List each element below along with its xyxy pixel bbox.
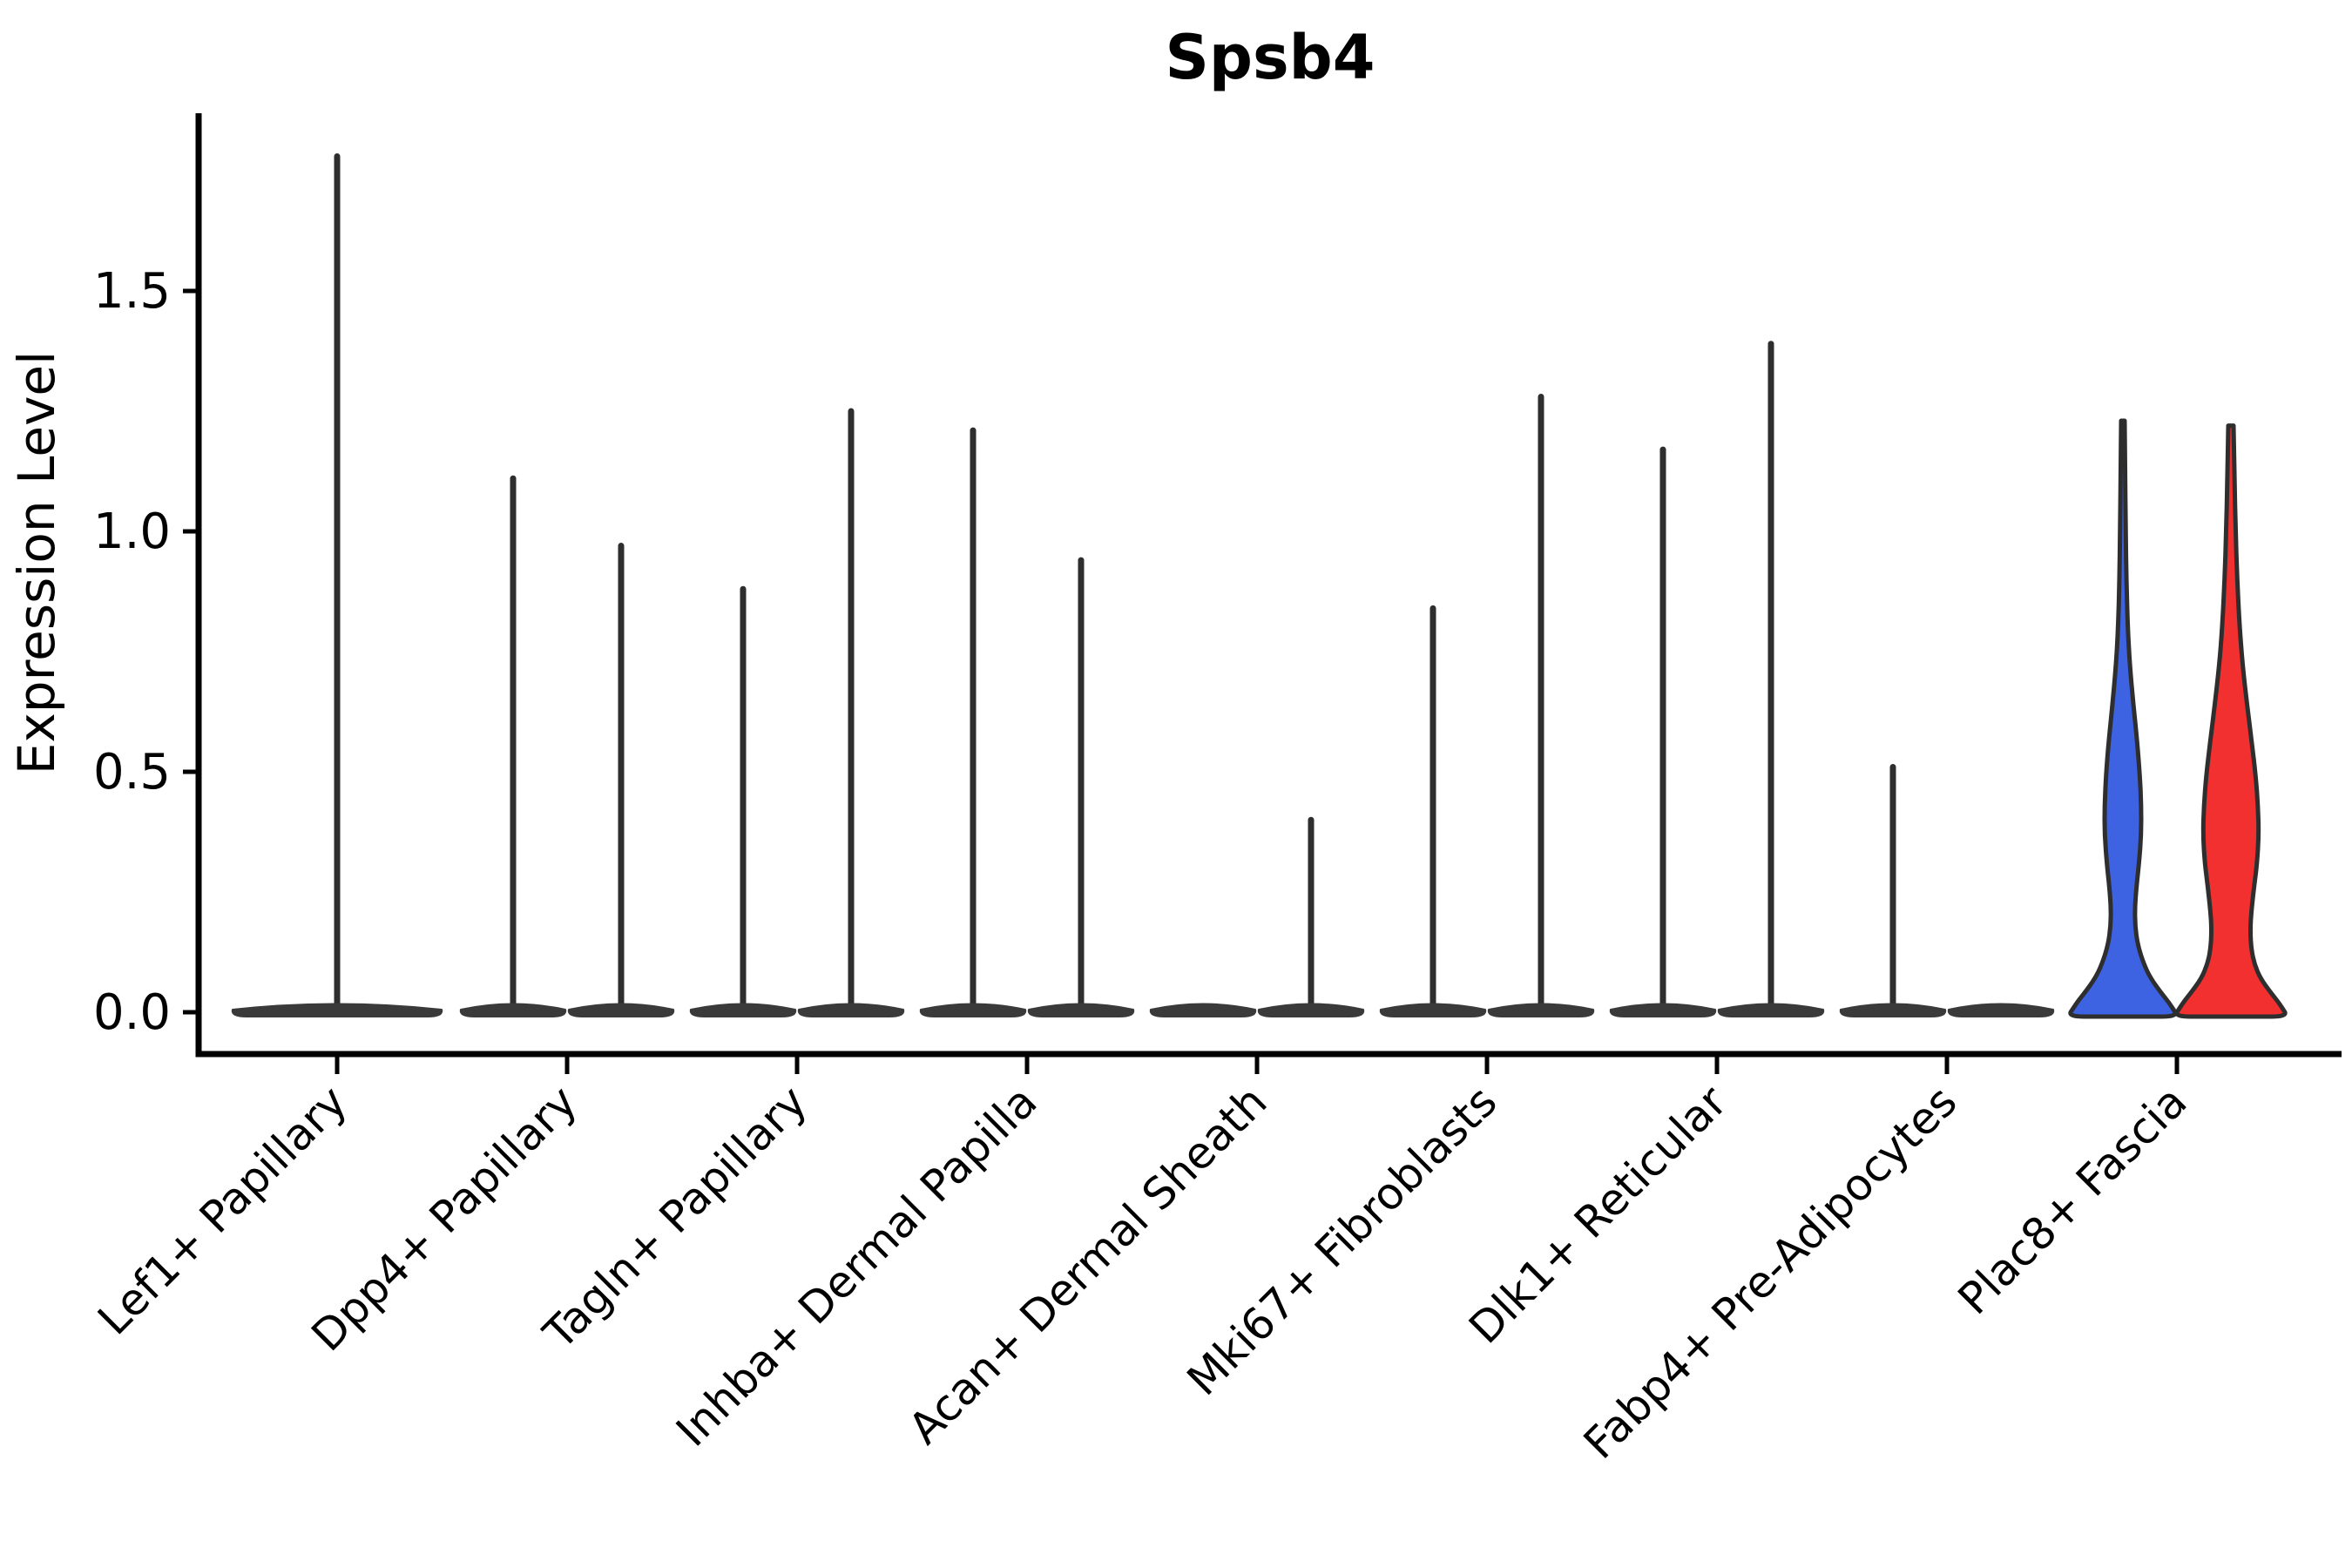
violin-base bbox=[689, 1003, 797, 1017]
violin-base bbox=[1257, 1003, 1365, 1017]
violin-layer bbox=[231, 152, 2288, 1019]
y-tick-label: 0.0 bbox=[93, 984, 171, 1041]
y-tick-label: 0.5 bbox=[93, 744, 171, 801]
x-tick-label: Fabp4+ Pre-Adipocytes bbox=[1574, 1076, 1967, 1469]
violin-base bbox=[1717, 1003, 1825, 1017]
violin-base bbox=[1609, 1003, 1717, 1017]
violin-base bbox=[1947, 1003, 2055, 1017]
y-axis-label: Expression Level bbox=[7, 351, 66, 774]
y-tick-label: 1.5 bbox=[93, 263, 171, 320]
violin-base bbox=[231, 1003, 443, 1017]
x-tick-label: Lef1+ Papillary bbox=[88, 1076, 356, 1344]
violin-base bbox=[919, 1003, 1027, 1017]
violin-base bbox=[1379, 1003, 1487, 1017]
violin-base bbox=[459, 1003, 567, 1017]
violin-base bbox=[567, 1003, 675, 1017]
violin-left bbox=[2068, 418, 2178, 1019]
violin-base bbox=[1487, 1003, 1595, 1017]
x-tick-label: Plac8+ Fascia bbox=[1949, 1076, 2197, 1324]
violin-base bbox=[1149, 1003, 1257, 1017]
violin-right bbox=[2174, 423, 2288, 1019]
violin-base bbox=[797, 1003, 905, 1017]
violin-base bbox=[1839, 1003, 1947, 1017]
y-tick-label: 1.0 bbox=[93, 504, 171, 560]
violin-base bbox=[1027, 1003, 1135, 1017]
chart-title: Spsb4 bbox=[1165, 22, 1375, 93]
